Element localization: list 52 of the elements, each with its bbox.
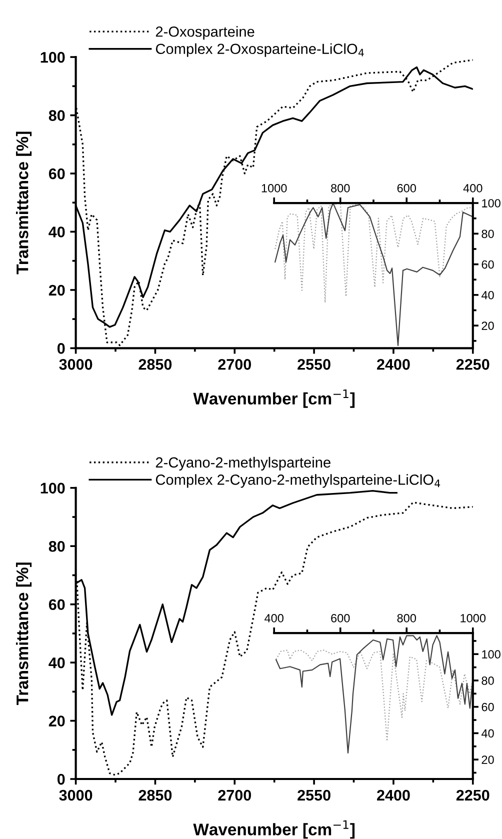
- legend-label: 2-Oxosparteine: [156, 26, 254, 40]
- x-tick-label: 2250: [456, 359, 490, 370]
- y-tick-label: 60: [48, 599, 65, 610]
- x-tick-label: 400: [463, 184, 482, 192]
- legend-label: Complex 2-Cyano-2-methylsparteine-LiClO$_{4}$: [156, 474, 440, 488]
- y-tick-label: 20: [482, 756, 494, 764]
- x-tick-label: 2850: [138, 790, 172, 801]
- y-tick-label: 100: [482, 199, 500, 208]
- x-tick-label: 800: [397, 614, 416, 622]
- y-axis-title: Transmittance [%]: [16, 132, 32, 274]
- y-tick-label: 80: [48, 540, 65, 552]
- x-tick-label: 2850: [138, 359, 172, 370]
- x-tick-label: 1000: [262, 184, 287, 192]
- x-axis-title: Wavenumber [cm$^{−1}$]: [193, 820, 355, 839]
- y-tick-label: 100: [40, 52, 65, 63]
- x-tick-label: 2700: [218, 790, 252, 801]
- x-tick-label: 2550: [298, 790, 330, 801]
- x-tick-label: 800: [331, 184, 350, 192]
- y-tick-label: 80: [482, 230, 494, 238]
- y-tick-label: 0: [57, 343, 65, 354]
- y-tick-label: 0: [57, 774, 65, 785]
- y-tick-label: 40: [48, 657, 65, 668]
- y-tick-label: 60: [482, 702, 494, 712]
- x-tick-label: 2250: [456, 790, 490, 801]
- y-axis-title: Transmittance [%]: [16, 562, 32, 706]
- line-series: [276, 635, 473, 754]
- y-tick-label: 20: [48, 716, 65, 726]
- legend-label: 2-Cyano-2-methylsparteine: [156, 456, 330, 471]
- x-tick-label: 2700: [218, 359, 252, 370]
- x-tick-label: 3000: [59, 790, 92, 801]
- y-tick-label: 40: [481, 729, 494, 738]
- x-tick-label: 1000: [460, 614, 486, 622]
- x-tick-label: 2400: [377, 790, 410, 801]
- x-tick-label: 400: [264, 614, 284, 622]
- y-tick-label: 20: [48, 284, 65, 296]
- y-tick-label: 80: [48, 110, 65, 121]
- x-tick-label: 2400: [377, 359, 410, 370]
- x-tick-label: 2550: [298, 359, 330, 370]
- x-tick-label: 3000: [59, 359, 92, 370]
- line-series: [276, 650, 473, 742]
- y-tick-label: 40: [48, 226, 65, 238]
- x-tick-label: 600: [397, 184, 416, 192]
- x-tick-label: 600: [331, 614, 350, 622]
- y-tick-label: 40: [481, 290, 494, 300]
- x-axis-title: Wavenumber [cm$^{−1}$]: [193, 390, 355, 408]
- legend-label: Complex 2-Oxosparteine-LiClO$_{4}$: [156, 43, 364, 57]
- y-tick-label: 60: [48, 168, 65, 180]
- y-tick-label: 100: [40, 482, 65, 494]
- y-tick-label: 20: [482, 322, 494, 330]
- y-tick-label: 80: [482, 676, 494, 685]
- y-tick-label: 100: [482, 650, 500, 659]
- y-tick-label: 60: [482, 260, 494, 269]
